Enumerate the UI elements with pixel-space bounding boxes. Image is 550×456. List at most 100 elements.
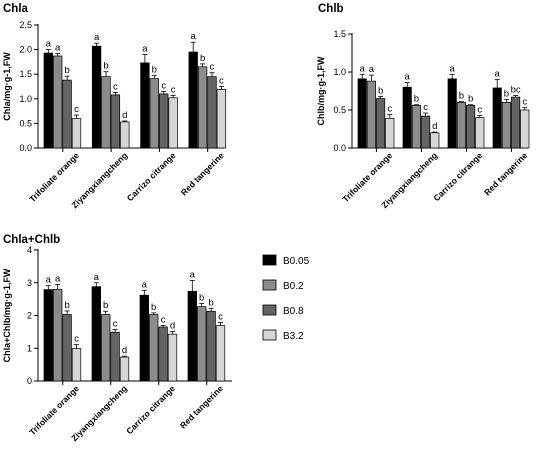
bar [430,132,440,149]
category-label: Red tangerine [482,150,529,197]
bar [511,96,521,149]
y-tick-label: 0.5 [19,118,32,128]
y-tick-label: 0 [27,376,32,386]
significance-letter: b [414,94,419,105]
significance-letter: c [171,84,176,95]
bar [43,52,53,149]
bar [197,66,208,149]
significance-letter: d [122,345,127,356]
y-axis-label: Chla/mg·g-1,FW [2,52,12,121]
significance-letter: b [64,300,69,311]
significance-letter: a [450,63,456,74]
bar [366,80,376,149]
bar [197,306,207,382]
bar [91,45,102,149]
bar [520,109,530,149]
significance-letter: c [74,334,79,345]
category-label: Carrizo citrange [125,150,178,203]
significance-letter: b [208,297,213,308]
bar [110,94,121,149]
y-tick-label: 2.0 [19,45,32,55]
significance-letter: c [113,319,118,330]
bar [71,348,82,382]
y-tick-label: 0.0 [19,143,32,153]
bar [456,102,466,149]
significance-letter: a [190,269,196,280]
bar [421,115,431,149]
legend-label: B0.05 [283,256,310,267]
significance-letter: b [103,61,108,72]
y-axis-label: Chlb/mg·g-1,FW [316,56,326,125]
legend-label: B0.8 [283,306,304,317]
bar [216,89,227,149]
bar [167,333,178,382]
significance-letter: c [219,76,224,87]
bar [140,62,150,149]
significance-letter: b [459,91,464,102]
bar [411,105,421,149]
legend-swatch [262,279,277,291]
significance-letter: c [210,62,215,73]
bar [447,78,457,149]
y-tick-label: 3 [27,278,32,288]
category-label: Carrizo citrange [431,150,484,203]
significance-letter: c [74,104,79,115]
y-tick-label: 1.5 [333,29,346,39]
significance-letter: a [142,44,148,55]
bar [139,294,149,382]
y-tick-label: 1 [27,343,32,353]
bar [53,55,63,149]
bar [110,331,120,382]
significance-letter: a [94,32,100,43]
significance-letter: c [387,104,392,115]
y-tick-label: 0.0 [333,143,346,153]
bar [62,314,72,382]
y-tick-label: 1.5 [19,69,32,79]
bar [149,78,159,149]
significance-letter: a [46,39,52,50]
y-tick-label: 2 [27,311,32,321]
significance-letter: a [369,64,375,75]
category-label: Red tangerine [178,383,225,430]
bar [53,288,63,382]
bar [385,118,395,149]
bar [120,121,130,149]
bar [357,78,367,149]
significance-letter: c [522,97,527,108]
panel-title: Chla [3,3,29,15]
significance-letter: a [142,279,148,290]
significance-letter: b [378,85,383,96]
y-tick-label: 1.0 [19,94,32,104]
category-label: Red tangerine [179,150,226,197]
significance-letter: a [405,72,411,83]
bar [62,79,72,149]
y-axis-label: Chla+Chlb/mg·g-1,FW [2,268,12,362]
category-label: Carrizo citrange [124,383,177,436]
y-tick-label: 1.0 [333,67,346,77]
y-tick-label: 4 [27,245,32,255]
bar [215,325,226,382]
legend-swatch [262,254,277,266]
significance-letter: d [122,110,127,121]
bar [402,86,412,149]
bar [188,51,198,149]
bar [206,310,216,382]
y-tick-label: 2.5 [19,20,32,30]
significance-letter: c [113,81,118,92]
bar [149,314,159,382]
category-label: Trifoliate orange [27,383,81,437]
significance-letter: d [432,121,437,132]
significance-letter: a [360,63,366,74]
bar [501,102,511,149]
significance-letter: a [55,273,61,284]
significance-letter: c [477,104,482,115]
significance-letter: a [55,43,61,54]
bar [101,314,111,382]
significance-letter: c [161,80,166,91]
y-tick-label: 0.5 [333,105,346,115]
bar [168,97,178,149]
bar [207,76,217,149]
bar [71,118,82,149]
bar [159,93,169,149]
